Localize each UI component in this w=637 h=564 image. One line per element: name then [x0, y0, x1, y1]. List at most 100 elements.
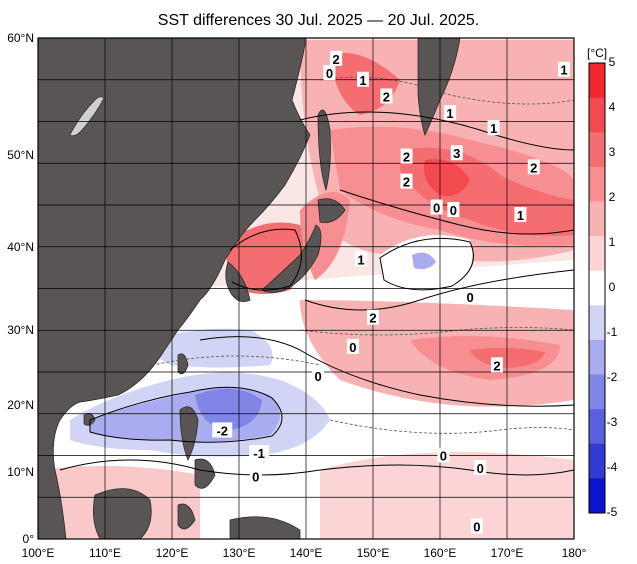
- colorbar-tick-label: -1: [607, 325, 618, 339]
- lat-tick-label: 40°N: [7, 240, 34, 254]
- lat-tick-label: 60°N: [7, 31, 34, 45]
- colorbar-swatch: [589, 374, 605, 410]
- contour-label: 2: [493, 358, 500, 373]
- contour-label-bg: [470, 518, 483, 534]
- colorbar-swatch: [589, 236, 605, 272]
- contour-label: -2: [216, 423, 228, 438]
- colorbar-frame: [588, 62, 606, 514]
- contour-label: 2: [403, 150, 410, 165]
- colorbar-swatch: [589, 166, 605, 202]
- contour-label-bg: [249, 468, 262, 484]
- contour-label: 2: [383, 89, 390, 104]
- colorbar-tick-label: -5: [607, 505, 618, 519]
- colorbar-tick-label: 1: [609, 235, 616, 249]
- contour-label: 1: [517, 208, 524, 223]
- contour-label-bg: [354, 251, 367, 267]
- contour-label-bg: [557, 61, 570, 77]
- colorbar-swatch: [589, 409, 605, 445]
- lon-tick-label: 100°E: [22, 546, 55, 560]
- contour-label: 2: [530, 160, 537, 175]
- contour-label-bg: [514, 207, 527, 223]
- graticule: [38, 38, 574, 539]
- contour-label: 1: [357, 252, 364, 267]
- map-title: SST differences 30 Jul. 2025 — 20 Jul. 2…: [157, 12, 480, 29]
- contour-label-bg: [527, 159, 540, 175]
- contour-label-bg: [430, 199, 443, 215]
- colorbar-swatch: [589, 97, 605, 133]
- colorbar: [588, 62, 606, 514]
- colorbar-swatch: [589, 339, 605, 376]
- contour-label-bg: [447, 202, 460, 218]
- contour-label-bg: [249, 444, 270, 460]
- lat-tick-label: 0°: [23, 532, 35, 546]
- contour-label-bg: [400, 148, 413, 164]
- lat-tick-label: 30°N: [7, 323, 34, 337]
- colorbar-swatch: [589, 201, 605, 237]
- lat-tick-label: 20°N: [7, 398, 34, 412]
- colorbar-unit: [°C]: [587, 46, 608, 60]
- contour-label: 2: [369, 311, 376, 326]
- lon-tick-label: 150°E: [357, 546, 390, 560]
- colorbar-tick-label: 0: [609, 280, 616, 294]
- lon-tick-label: 140°E: [290, 546, 323, 560]
- contour-label-bg: [330, 50, 343, 66]
- contour-label-bg: [312, 368, 325, 384]
- lon-tick-label: 180°: [562, 546, 587, 560]
- contour-label: 0: [326, 66, 333, 81]
- contour-label: 0: [440, 449, 447, 464]
- contour-label: 1: [359, 73, 366, 88]
- colorbar-swatch: [589, 443, 605, 479]
- lon-tick-label: 130°E: [223, 546, 256, 560]
- contour-label-bg: [323, 65, 336, 81]
- contour-label: 0: [477, 461, 484, 476]
- contour-label: 1: [560, 63, 567, 78]
- lake-baikal: [69, 96, 105, 137]
- colorbar-tick-label: 3: [609, 145, 616, 159]
- lat-tick-label: 50°N: [7, 148, 34, 162]
- colorbar-tick-label: 2: [609, 190, 616, 204]
- contour-label: 0: [252, 469, 259, 484]
- contour-label-bg: [346, 338, 359, 354]
- contour-label: 0: [467, 290, 474, 305]
- contour-label-bg: [444, 105, 457, 121]
- colorbar-swatch: [589, 132, 605, 168]
- colorbar-tick-label: -4: [607, 460, 618, 474]
- contour-label: 3: [453, 146, 460, 161]
- contour-label: 1: [446, 106, 453, 121]
- colorbar-ticks: 5 4 3 2 1 0 -1 -2 -3 -4 -5: [607, 55, 618, 519]
- contour-label: 1: [490, 121, 497, 136]
- contour-label-bg: [380, 88, 393, 104]
- contour-label: -1: [253, 446, 265, 461]
- contour-label: 2: [333, 52, 340, 67]
- contour-label: 0: [450, 203, 457, 218]
- plot-frame: [37, 37, 575, 540]
- lat-tick-label: 10°N: [7, 465, 34, 479]
- colorbar-tick-label: 4: [609, 100, 616, 114]
- lat-axis: 60°N 50°N 40°N 30°N 20°N 10°N 0°: [7, 31, 34, 546]
- lon-axis: 100°E 110°E 120°E 130°E 140°E 150°E 160°…: [22, 546, 587, 560]
- colorbar-tick-label: 5: [609, 55, 616, 69]
- lon-tick-label: 160°E: [424, 546, 457, 560]
- colorbar-swatch: [589, 270, 605, 306]
- colorbar-swatch: [589, 305, 605, 341]
- contour-label-bg: [464, 288, 477, 304]
- contour-label: 0: [349, 340, 356, 355]
- lon-tick-label: 170°E: [491, 546, 524, 560]
- colorbar-tick-label: -3: [607, 415, 618, 429]
- contour-label-bg: [487, 120, 500, 136]
- lon-tick-label: 110°E: [89, 546, 121, 560]
- contour-label-bg: [400, 173, 413, 189]
- contour-label: 0: [433, 201, 440, 216]
- contour-label: 0: [473, 519, 480, 534]
- contour-label-bg: [450, 145, 463, 161]
- contour-label-bg: [474, 460, 487, 476]
- contour-label-bg: [437, 447, 450, 463]
- contour-label: 0: [314, 369, 321, 384]
- contour-label-bg: [356, 71, 369, 87]
- contour-label-bg: [367, 309, 379, 325]
- colorbar-swatch: [589, 63, 605, 99]
- contour-label: 2: [403, 175, 410, 190]
